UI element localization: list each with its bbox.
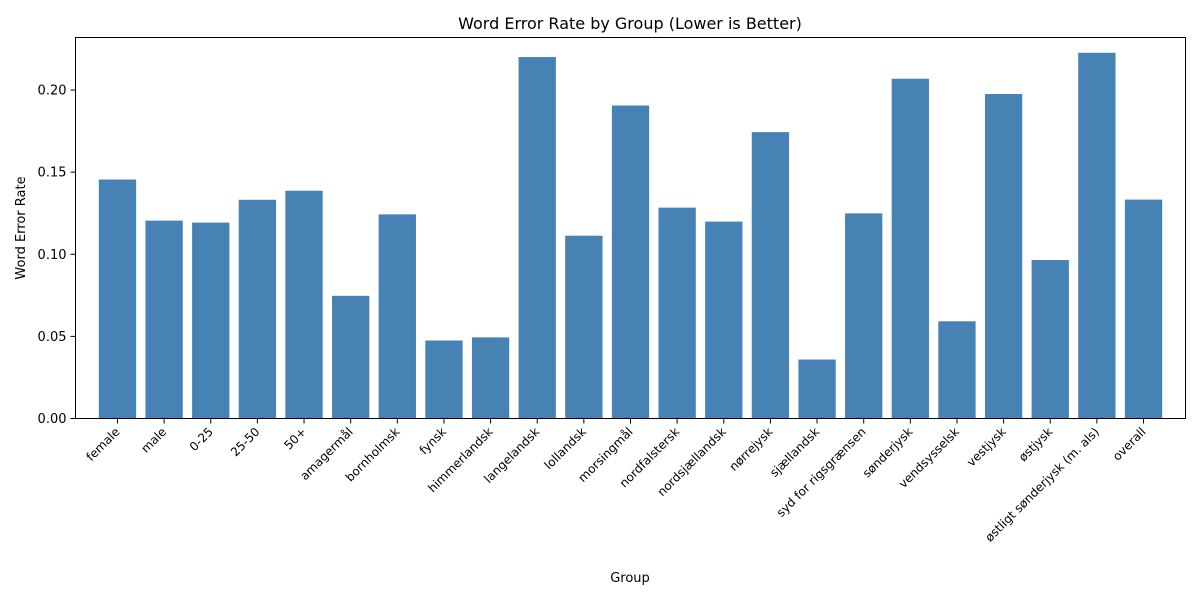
bars-group	[98, 52, 1163, 419]
plot-frame	[75, 37, 1186, 419]
y-tick-label-0: 0.00	[38, 412, 67, 427]
bar-0	[98, 179, 137, 419]
bar-22	[1124, 199, 1163, 419]
bar-21	[1078, 52, 1116, 419]
bar-3	[238, 199, 277, 419]
bar-12	[658, 207, 696, 419]
bar-2	[192, 222, 230, 419]
y-tick-label-3: 0.15	[38, 166, 67, 181]
bar-18	[938, 321, 976, 419]
bar-6	[378, 214, 416, 419]
bar-19	[984, 93, 1023, 419]
bar-11	[611, 105, 650, 419]
bar-9	[518, 57, 556, 419]
y-tick-label-4: 0.20	[38, 84, 67, 99]
y-axis-label: Word Error Rate	[14, 176, 29, 279]
bar-5	[332, 295, 370, 419]
chart-title: Word Error Rate by Group (Lower is Bette…	[458, 14, 802, 33]
bar-15	[798, 359, 836, 419]
bar-1	[145, 220, 183, 419]
bar-8	[471, 337, 510, 419]
bar-14	[751, 132, 790, 419]
x-axis-label: Group	[610, 571, 650, 586]
y-tick-label-2: 0.10	[38, 248, 67, 263]
y-axis: 0.00 0.05 0.10 0.15 0.20	[38, 84, 76, 427]
bar-4	[285, 190, 323, 419]
y-tick-label-1: 0.05	[38, 330, 67, 345]
bar-20	[1031, 260, 1069, 419]
bar-10	[565, 235, 603, 419]
bar-7	[425, 340, 463, 419]
bar-13	[705, 221, 743, 419]
bar-16	[845, 213, 883, 419]
bar-17	[891, 78, 929, 419]
